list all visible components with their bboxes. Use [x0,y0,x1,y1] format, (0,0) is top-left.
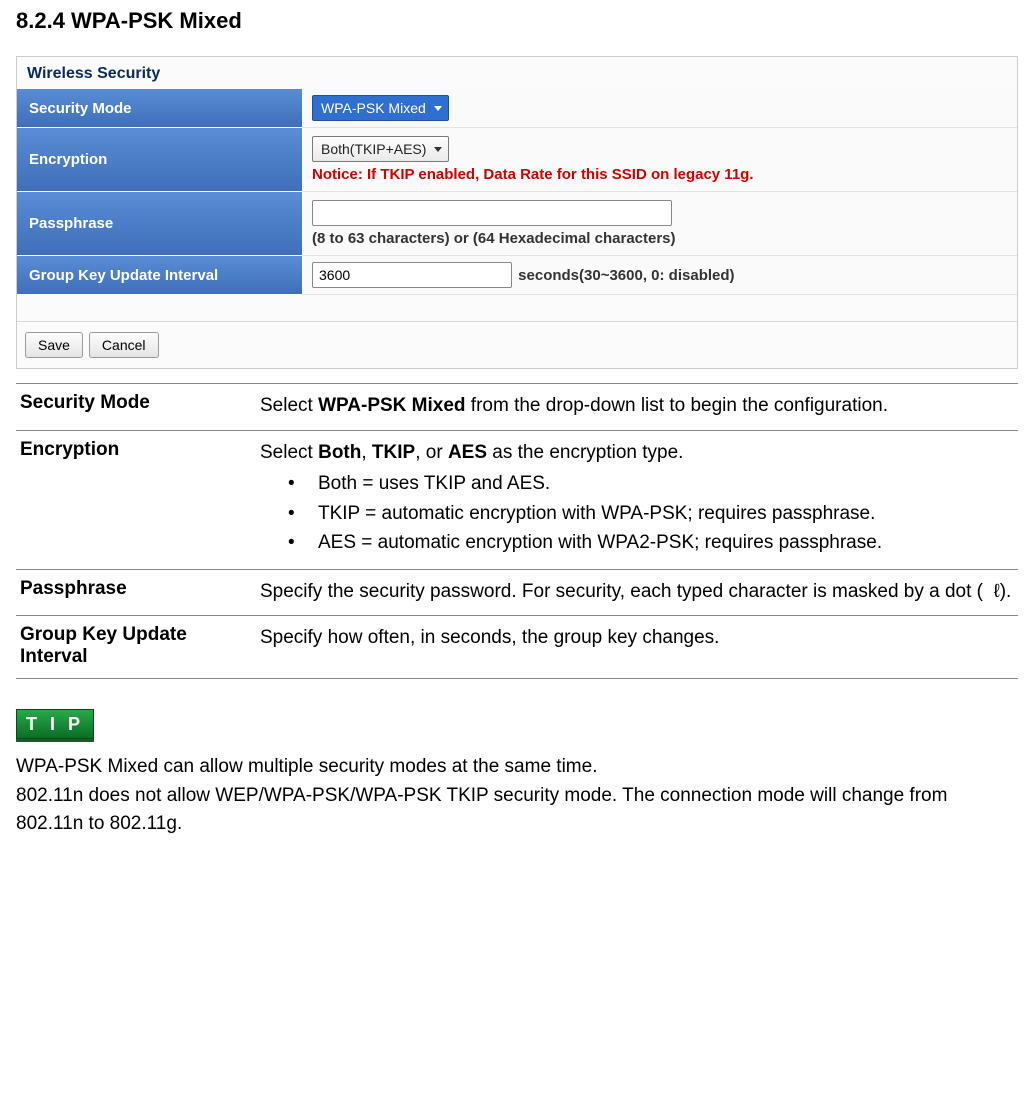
group-key-input[interactable] [312,262,512,288]
text: , [361,442,372,463]
label-security-mode: Security Mode [17,89,302,128]
desc-row-passphrase: Passphrase Specify the security password… [16,569,1018,616]
security-mode-select[interactable]: WPA-PSK Mixed [312,95,449,121]
encryption-select[interactable]: Both(TKIP+AES) [312,136,449,162]
desc-label-group-key: Group Key Update Interval [16,616,256,679]
panel-title: Wireless Security [17,57,1017,89]
field-group-key: seconds(30~3600, 0: disabled) [302,256,1017,295]
label-encryption: Encryption [17,128,302,192]
desc-body-group-key: Specify how often, in seconds, the group… [256,616,1018,679]
field-security-mode: WPA-PSK Mixed [302,89,1017,128]
desc-body-security-mode: Select WPA-PSK Mixed from the drop-down … [256,384,1018,431]
bold: Both [318,442,361,463]
section-heading: 8.2.4 WPA-PSK Mixed [16,8,1019,34]
chevron-down-icon [434,147,442,152]
encryption-value: Both(TKIP+AES) [321,141,426,157]
tip-line-1: WPA-PSK Mixed can allow multiple securit… [16,753,1018,782]
list-item: AES = automatic encryption with WPA2-PSK… [278,529,1014,557]
cancel-button[interactable]: Cancel [89,332,159,358]
desc-body-passphrase: Specify the security password. For secur… [256,569,1018,616]
text: as the encryption type. [487,442,683,463]
desc-body-encryption: Select Both, TKIP, or AES as the encrypt… [256,430,1018,569]
text: , or [415,442,448,463]
button-row: Save Cancel [17,321,1017,368]
label-group-key: Group Key Update Interval [17,256,302,295]
field-encryption: Both(TKIP+AES) Notice: If TKIP enabled, … [302,128,1017,192]
row-encryption: Encryption Both(TKIP+AES) Notice: If TKI… [17,128,1017,192]
desc-label-encryption: Encryption [16,430,256,569]
desc-row-encryption: Encryption Select Both, TKIP, or AES as … [16,430,1018,569]
row-group-key: Group Key Update Interval seconds(30~360… [17,256,1017,295]
bold: AES [448,442,487,463]
passphrase-input[interactable] [312,200,672,226]
encryption-notice: Notice: If TKIP enabled, Data Rate for t… [312,166,1007,183]
desc-label-passphrase: Passphrase [16,569,256,616]
list-item: TKIP = automatic encryption with WPA-PSK… [278,500,1014,528]
encryption-bullets: Both = uses TKIP and AES. TKIP = automat… [260,470,1014,557]
row-passphrase: Passphrase (8 to 63 characters) or (64 H… [17,192,1017,256]
list-item: Both = uses TKIP and AES. [278,470,1014,498]
tip-line-2: 802.11n does not allow WEP/WPA-PSK/WPA-P… [16,782,1018,839]
desc-row-security-mode: Security Mode Select WPA-PSK Mixed from … [16,384,1018,431]
passphrase-hint: (8 to 63 characters) or (64 Hexadecimal … [312,230,1007,247]
save-button[interactable]: Save [25,332,83,358]
text: Select [260,442,318,463]
group-key-suffix: seconds(30~3600, 0: disabled) [518,267,734,284]
label-passphrase: Passphrase [17,192,302,256]
security-mode-value: WPA-PSK Mixed [321,100,426,116]
tip-badge: T I P [16,709,94,739]
text: from the drop-down list to begin the con… [466,395,888,416]
desc-label-security-mode: Security Mode [16,384,256,431]
field-passphrase: (8 to 63 characters) or (64 Hexadecimal … [302,192,1017,256]
row-security-mode: Security Mode WPA-PSK Mixed [17,89,1017,128]
wireless-security-panel: Wireless Security Security Mode WPA-PSK … [16,56,1018,369]
bold: TKIP [372,442,415,463]
description-table: Security Mode Select WPA-PSK Mixed from … [16,383,1018,679]
tip-text: WPA-PSK Mixed can allow multiple securit… [16,753,1018,839]
bold: WPA-PSK Mixed [318,395,465,416]
desc-row-group-key: Group Key Update Interval Specify how of… [16,616,1018,679]
chevron-down-icon [434,106,442,111]
text: Select [260,395,318,416]
